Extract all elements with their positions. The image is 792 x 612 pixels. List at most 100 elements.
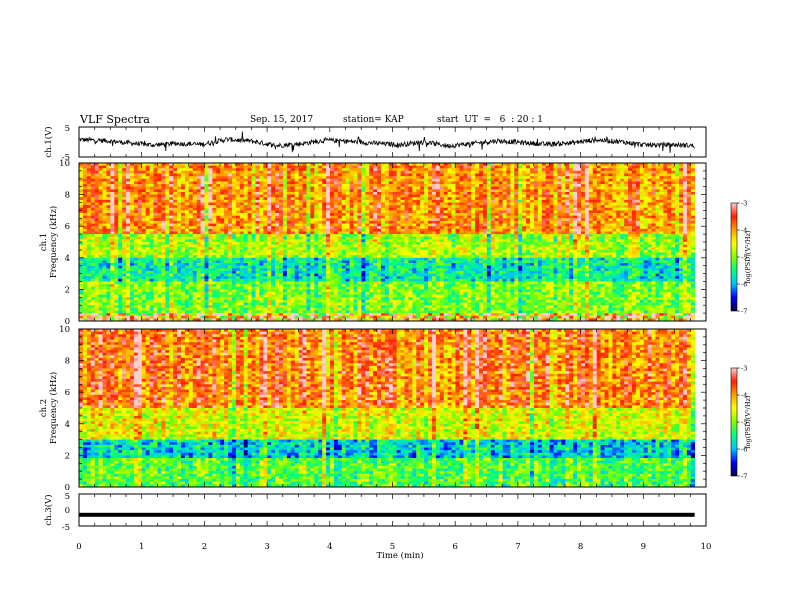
spectrogram-cell — [322, 191, 327, 195]
spectrogram-cell — [475, 184, 480, 188]
spectrogram-cell — [110, 226, 115, 230]
spectrogram-cell — [196, 210, 201, 214]
spectrogram-cell — [243, 215, 248, 219]
spectrogram-cell — [310, 210, 315, 214]
spectrogram-cell — [216, 244, 221, 248]
spectrogram-cell — [329, 163, 335, 166]
spectrogram-cell — [169, 239, 174, 243]
spectrogram-cell — [322, 170, 327, 174]
spectrogram-cell — [522, 242, 527, 245]
spectrogram-cell — [188, 168, 194, 172]
spectrogram-cell — [420, 215, 425, 219]
spectrogram-cell — [486, 194, 492, 198]
spectrogram-cell — [294, 220, 299, 224]
spectrogram-cell — [557, 242, 562, 245]
spectrogram-cell — [196, 236, 201, 240]
spectrogram-cell — [173, 231, 178, 235]
spectrogram-cell — [318, 207, 323, 211]
spectrogram-cell — [282, 239, 288, 243]
spectrogram-cell — [86, 234, 92, 238]
spectrogram-cell — [122, 226, 127, 230]
spectrogram-cell — [451, 163, 456, 166]
spectrogram-cell — [667, 173, 672, 177]
spectrogram-cell — [94, 239, 99, 243]
spectrogram-cell — [212, 205, 217, 209]
spectrogram-cell — [200, 207, 205, 211]
spectrogram-cell — [404, 163, 409, 166]
spectrogram-cell — [149, 213, 154, 217]
spectrogram-cell — [686, 199, 692, 203]
spectrogram-cell — [369, 239, 374, 243]
spectrogram-cell — [530, 189, 535, 193]
spectrogram-cell — [380, 184, 386, 188]
spectrogram-cell — [616, 186, 621, 190]
spectrogram-cell — [373, 223, 378, 227]
spectrogram-cell — [467, 207, 472, 211]
spectrogram-cell — [396, 189, 401, 193]
spectrogram-cell — [102, 231, 107, 235]
spectrogram-cell — [310, 242, 315, 245]
spectrogram-cell — [345, 239, 350, 243]
spectrogram-cell — [126, 176, 131, 180]
spectrogram-cell — [628, 168, 633, 172]
spectrogram-cell — [675, 197, 680, 201]
spectrogram-cell — [294, 234, 299, 238]
spectrogram-cell — [196, 228, 201, 232]
spectrogram-cell — [329, 178, 335, 182]
spectrogram-cell — [506, 176, 511, 180]
spectrogram-cell — [384, 220, 390, 224]
spectrogram-cell — [149, 205, 154, 209]
spectrogram-cell — [561, 226, 566, 230]
spectrogram-cell — [510, 236, 515, 240]
spectrogram-cell — [561, 178, 566, 182]
spectrogram-cell — [526, 178, 531, 182]
spectrogram-cell — [388, 210, 394, 214]
spectrogram-cell — [133, 218, 139, 222]
spectrogram-cell — [588, 199, 594, 203]
spectrogram-cell — [192, 202, 197, 206]
spectrogram-cell — [98, 194, 103, 198]
spectrogram-cell — [220, 186, 225, 190]
spectrogram-cell — [553, 207, 558, 211]
spectrogram-cell — [380, 189, 386, 193]
spectrogram-cell — [675, 170, 680, 174]
spectrogram-cell — [228, 210, 233, 214]
spectrogram-cell — [565, 194, 570, 198]
spectrogram-cell — [526, 199, 531, 203]
spectrogram-cell — [251, 189, 256, 193]
spectrogram-cell — [102, 168, 107, 172]
spectrogram-cell — [439, 168, 445, 172]
spectrogram-cell — [537, 228, 543, 232]
spectrogram-cell — [482, 236, 488, 240]
spectrogram-cell — [82, 228, 88, 232]
spectrogram-cell — [435, 189, 441, 193]
spectrogram-cell — [333, 213, 339, 217]
spectrogram-cell — [341, 165, 347, 169]
spectrogram-cell — [647, 236, 652, 240]
spectrogram-cell — [675, 228, 680, 232]
spectrogram-cell — [596, 234, 601, 238]
spectrogram-cell — [196, 234, 201, 238]
spectrogram-cell — [510, 231, 515, 235]
spectrogram-cell — [177, 186, 182, 190]
spectrogram-cell — [310, 202, 315, 206]
spectrogram-cell — [631, 234, 637, 238]
spectrogram-cell — [526, 234, 531, 238]
spectrogram-cell — [110, 220, 115, 224]
spectrogram-cell — [286, 181, 292, 185]
spectrogram-cell — [333, 176, 339, 180]
spectrogram-cell — [424, 176, 429, 180]
ch1-waveform-ticks — [78, 127, 707, 157]
spectrogram-cell — [541, 199, 547, 203]
spectrogram-cell — [310, 189, 315, 193]
spectrogram-cell — [435, 236, 441, 240]
spectrogram-cell — [145, 165, 150, 169]
spectrogram-cell — [643, 189, 648, 193]
spectrogram-cell — [604, 168, 609, 172]
spectrogram-cell — [412, 234, 417, 238]
spectrogram-cell — [173, 210, 178, 214]
spectrogram-cell — [490, 189, 496, 193]
spectrogram-cell — [133, 210, 139, 214]
spectrogram-cell — [318, 210, 323, 214]
spectrogram-cell — [518, 207, 523, 211]
